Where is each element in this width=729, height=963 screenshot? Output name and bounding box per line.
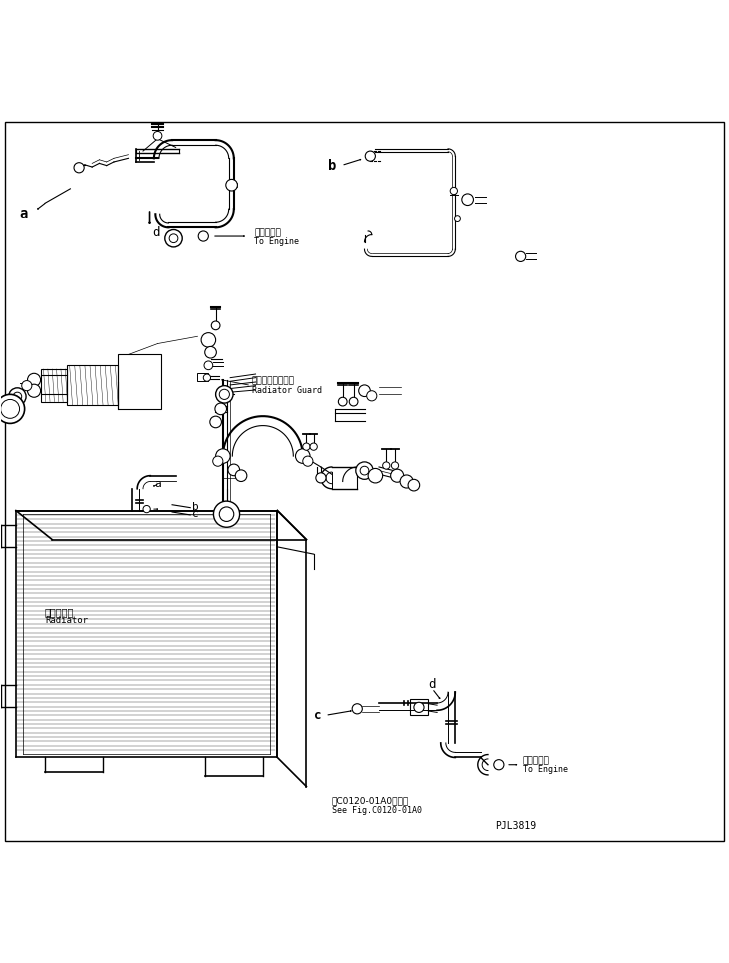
Circle shape — [219, 507, 234, 521]
Circle shape — [216, 385, 233, 403]
Bar — [67, 365, 117, 405]
Circle shape — [352, 704, 362, 714]
Circle shape — [295, 449, 310, 463]
Circle shape — [22, 380, 32, 391]
Circle shape — [383, 462, 390, 469]
Circle shape — [226, 179, 238, 191]
Circle shape — [338, 398, 347, 406]
Text: ラジエータガード: ラジエータガード — [252, 377, 295, 386]
Text: b: b — [328, 159, 337, 172]
Text: PJL3819: PJL3819 — [495, 821, 537, 831]
Circle shape — [400, 475, 413, 488]
Circle shape — [28, 384, 41, 398]
Circle shape — [213, 456, 223, 466]
Circle shape — [143, 506, 150, 512]
Circle shape — [0, 395, 25, 424]
Text: Radiator Guard: Radiator Guard — [252, 386, 322, 395]
Circle shape — [165, 229, 182, 247]
Text: c: c — [313, 709, 321, 722]
Circle shape — [228, 464, 240, 476]
Circle shape — [205, 347, 217, 358]
Circle shape — [204, 361, 213, 370]
Circle shape — [368, 468, 383, 483]
Circle shape — [414, 702, 424, 713]
Circle shape — [235, 470, 247, 482]
Circle shape — [211, 321, 220, 329]
Circle shape — [203, 374, 211, 381]
Circle shape — [215, 403, 227, 415]
Circle shape — [316, 473, 326, 483]
Bar — [198, 373, 208, 381]
Circle shape — [219, 389, 230, 400]
Circle shape — [356, 462, 373, 480]
Circle shape — [216, 449, 230, 463]
Circle shape — [360, 466, 369, 475]
Bar — [117, 354, 161, 409]
Circle shape — [455, 216, 460, 221]
Text: d: d — [429, 678, 436, 691]
Circle shape — [515, 251, 526, 262]
Text: To Engine: To Engine — [254, 237, 299, 246]
Circle shape — [198, 231, 208, 241]
Circle shape — [367, 391, 377, 401]
Text: d: d — [152, 226, 160, 239]
Text: エンジンへ: エンジンへ — [254, 228, 281, 237]
Text: To Engine: To Engine — [523, 766, 568, 774]
Circle shape — [461, 194, 473, 205]
Circle shape — [391, 469, 404, 482]
Circle shape — [451, 188, 458, 195]
Circle shape — [210, 416, 222, 428]
Bar — [410, 699, 429, 716]
Circle shape — [74, 163, 84, 172]
Text: c: c — [192, 509, 198, 519]
Circle shape — [349, 398, 358, 406]
Circle shape — [1, 400, 20, 418]
Circle shape — [359, 385, 370, 397]
Circle shape — [201, 332, 216, 347]
Circle shape — [214, 501, 240, 528]
Text: b: b — [192, 502, 198, 512]
Circle shape — [391, 462, 399, 469]
Text: a: a — [20, 207, 28, 221]
Text: ラジエータ: ラジエータ — [45, 608, 74, 617]
Circle shape — [28, 374, 41, 386]
Circle shape — [365, 151, 375, 161]
Text: See Fig.C0120-01A0: See Fig.C0120-01A0 — [332, 806, 422, 815]
Circle shape — [494, 760, 504, 769]
Circle shape — [310, 443, 317, 451]
Circle shape — [303, 443, 310, 451]
Circle shape — [408, 480, 420, 491]
Text: エンジンへ: エンジンへ — [523, 756, 550, 765]
Circle shape — [13, 392, 22, 401]
Circle shape — [303, 456, 313, 466]
Circle shape — [9, 388, 26, 405]
Text: a: a — [154, 479, 160, 488]
Circle shape — [169, 234, 178, 243]
Bar — [42, 369, 67, 402]
Circle shape — [153, 132, 162, 141]
Text: 第C0120-01A0図参照: 第C0120-01A0図参照 — [332, 796, 409, 805]
Text: Radiator: Radiator — [45, 616, 88, 625]
